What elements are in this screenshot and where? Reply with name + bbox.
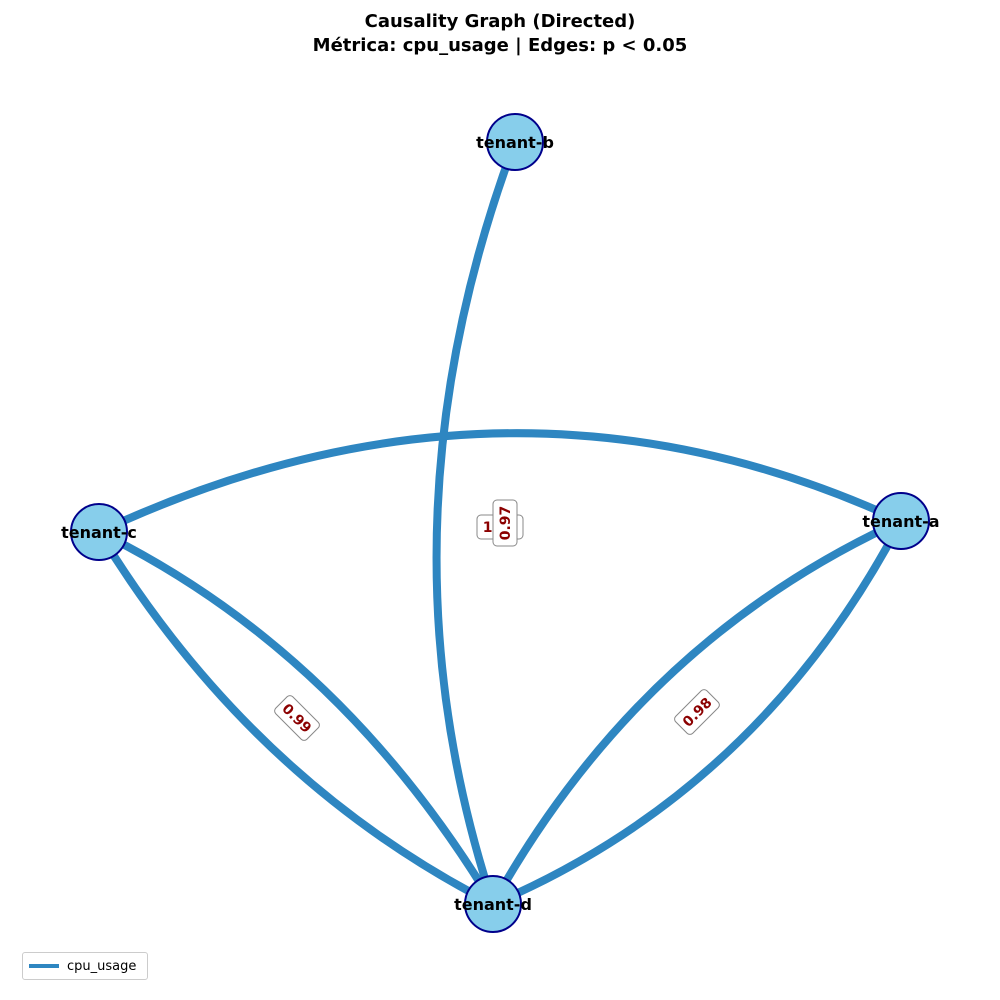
node-tenant-b: tenant-b bbox=[476, 113, 554, 171]
edge-label-box bbox=[492, 499, 518, 547]
chart-title: Causality Graph (Directed) Métrica: cpu_… bbox=[0, 10, 1000, 58]
edge-label-tenant-c-to-tenant-d: 0.99 bbox=[274, 695, 320, 741]
node-label: tenant-a bbox=[862, 512, 939, 531]
legend-line-swatch bbox=[29, 964, 59, 968]
edge-label-tenant-a-to-tenant-d: 0.98 bbox=[674, 689, 720, 735]
node-label: tenant-c bbox=[61, 523, 137, 542]
node-label: tenant-b bbox=[476, 133, 554, 152]
legend-label: cpu_usage bbox=[67, 958, 137, 974]
edge-label-text: 0.97 bbox=[498, 506, 514, 541]
edge-tenant-b-to-tenant-d bbox=[432, 140, 519, 906]
edge-tenant-c-to-tenant-a bbox=[97, 429, 903, 536]
edge-label-box bbox=[274, 695, 320, 741]
edge-tenant-d-to-tenant-c bbox=[95, 529, 495, 908]
legend: cpu_usage bbox=[22, 952, 148, 980]
node-label: tenant-d bbox=[454, 895, 532, 914]
title-line-2: Métrica: cpu_usage | Edges: p < 0.05 bbox=[312, 35, 688, 56]
edge-label-overlap-vertical: 0.97 bbox=[492, 499, 518, 547]
node-circle bbox=[464, 875, 522, 933]
node-tenant-d: tenant-d bbox=[454, 875, 532, 933]
node-tenant-a: tenant-a bbox=[862, 492, 940, 550]
node-tenant-c: tenant-c bbox=[61, 503, 137, 561]
edge-label-box bbox=[674, 689, 720, 735]
node-circle bbox=[486, 113, 544, 171]
title-line-1: Causality Graph (Directed) bbox=[364, 11, 636, 32]
node-circle bbox=[70, 503, 128, 561]
node-circle bbox=[872, 492, 930, 550]
edge-tenant-d-to-tenant-a bbox=[491, 519, 905, 908]
edge-tenant-a-to-tenant-d bbox=[489, 517, 903, 906]
edge-tenant-c-to-tenant-d bbox=[97, 528, 497, 907]
